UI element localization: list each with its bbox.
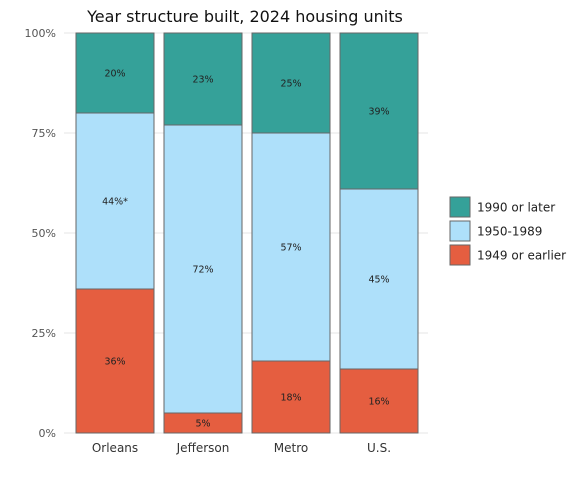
legend-swatch: [449, 220, 471, 242]
y-tick-label: 75%: [32, 127, 56, 140]
data-label: 44%*: [102, 197, 128, 208]
data-label: 16%: [368, 397, 389, 408]
bar-segment: [75, 32, 155, 114]
data-label: 57%: [280, 243, 301, 254]
chart-title: Year structure built, 2024 housing units: [86, 7, 403, 26]
bar-segment: [75, 112, 155, 290]
data-label: 39%: [368, 107, 389, 118]
y-tick-label: 50%: [32, 227, 56, 240]
bar-segment: [251, 32, 331, 134]
bar-segment: [339, 188, 419, 370]
data-label: 72%: [192, 265, 213, 276]
y-axis-ticks: 0% 25% 50% 75% 100%: [25, 27, 56, 440]
legend-swatch: [449, 244, 471, 266]
x-axis-ticks: Orleans Jefferson Metro U.S.: [92, 441, 391, 455]
x-tick-label: Jefferson: [176, 441, 230, 455]
data-labels: 36% 44%* 20% 5% 72% 23% 18% 57% 25% 16% 45% 39%: [102, 69, 390, 430]
data-label: 25%: [280, 79, 301, 90]
data-label: 18%: [280, 393, 301, 404]
bar-segment: [339, 368, 419, 434]
legend-label: 1990 or later: [477, 201, 555, 215]
legend: 1990 or later 1950-1989 1949 or earlier: [449, 196, 566, 266]
bars: [75, 32, 419, 434]
data-label: 23%: [192, 75, 213, 86]
x-tick-label: Orleans: [92, 441, 138, 455]
x-tick-label: U.S.: [367, 441, 391, 455]
bar-segment: [163, 32, 243, 126]
data-label: 36%: [104, 357, 125, 368]
legend-label: 1949 or earlier: [477, 249, 566, 263]
bar-segment: [339, 32, 419, 190]
data-label: 20%: [104, 69, 125, 80]
legend-swatch: [449, 196, 471, 218]
data-label: 5%: [195, 419, 210, 430]
y-tick-label: 0%: [39, 427, 56, 440]
bar-segment: [163, 124, 243, 414]
x-tick-label: Metro: [274, 441, 308, 455]
legend-label: 1950-1989: [477, 225, 542, 239]
bar-segment: [75, 288, 155, 434]
y-tick-label: 25%: [32, 327, 56, 340]
y-tick-label: 100%: [25, 27, 56, 40]
data-label: 45%: [368, 275, 389, 286]
